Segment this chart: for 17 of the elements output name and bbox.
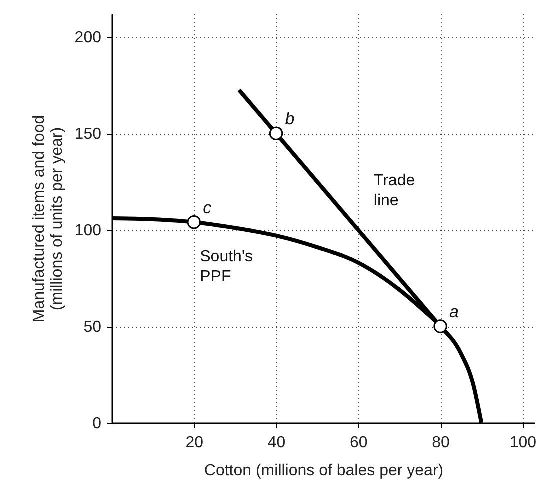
y-tick-label: 150 [74,126,102,144]
y-tick-label: 50 [84,319,102,336]
series-label: South's PPF [200,248,254,286]
y-axis-title: Manufactured items and food (millions of units per year) [30,115,66,323]
x-tick-label: 80 [432,434,450,452]
series-label: Trade line [374,172,416,210]
x-tick-label: 60 [350,434,368,452]
y-tick-label: 200 [74,30,102,47]
y-tick-label: 100 [74,222,102,240]
annotation: c [203,198,212,218]
y-tick-label: 0 [92,416,102,432]
x-axis-title: Cotton (millions of bales per year) [204,462,444,480]
annotation: b [285,110,295,129]
annotation: a [450,302,460,322]
x-tick-label: 20 [186,434,204,452]
x-tick-label: 100 [510,434,537,452]
x-tick-label: 40 [268,434,286,452]
